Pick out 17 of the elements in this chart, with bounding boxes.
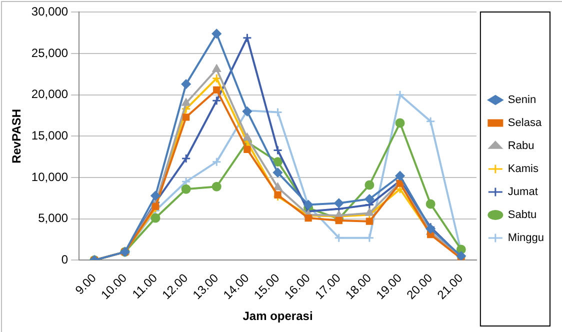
y-tick-label: 5,000 bbox=[38, 211, 68, 226]
y-tick-label: 0 bbox=[61, 252, 68, 266]
legend-label: Rabu bbox=[508, 140, 534, 152]
y-tick-label: 30,000 bbox=[31, 4, 68, 19]
x-axis-title: Jam operasi bbox=[242, 309, 313, 324]
legend-label: Kamis bbox=[508, 163, 539, 176]
x-tick-label: 9.00 bbox=[72, 270, 100, 298]
y-tick-label: 25,000 bbox=[31, 46, 68, 60]
y-axis-title: RevPASH bbox=[10, 108, 24, 164]
legend-label: Selasa bbox=[508, 117, 542, 130]
legend-label: Jumat bbox=[508, 186, 538, 198]
y-tick-label: 10,000 bbox=[31, 170, 68, 184]
y-tick-label: 15,000 bbox=[31, 128, 68, 143]
y-tick-label: 20,000 bbox=[31, 87, 68, 102]
legend-label: Sabtu bbox=[508, 209, 537, 222]
legend-label: Minggu bbox=[508, 232, 544, 244]
legend-label: Senin bbox=[508, 94, 536, 106]
